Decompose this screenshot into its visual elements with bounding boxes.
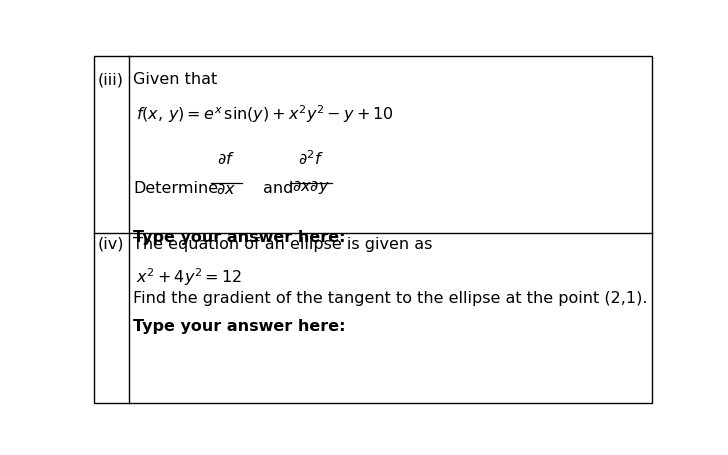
Text: Type your answer here:: Type your answer here:: [133, 319, 346, 334]
Text: Given that: Given that: [133, 72, 218, 87]
Text: (iv): (iv): [98, 237, 124, 252]
Text: $x^2 + 4y^2 = 12$: $x^2 + 4y^2 = 12$: [136, 267, 242, 288]
Text: (iii): (iii): [98, 72, 124, 87]
Text: $\partial^2 f$: $\partial^2 f$: [298, 149, 324, 167]
Text: Determine: Determine: [133, 182, 218, 197]
Text: $\partial x \partial y$: $\partial x \partial y$: [292, 178, 330, 197]
Text: $\mathit{f}(x,\,y) = e^x\,\sin(y) + x^2 y^2 - y + 10$: $\mathit{f}(x,\,y) = e^x\,\sin(y) + x^2 …: [136, 104, 394, 125]
Text: Type your answer here:: Type your answer here:: [133, 230, 346, 245]
Text: The equation of an ellipse is given as: The equation of an ellipse is given as: [133, 237, 432, 252]
Text: $\partial f$: $\partial f$: [218, 152, 235, 167]
Text: $\partial x$: $\partial x$: [216, 182, 237, 197]
Text: Find the gradient of the tangent to the ellipse at the point (2,1).: Find the gradient of the tangent to the …: [133, 291, 648, 306]
Text: and: and: [263, 182, 293, 197]
